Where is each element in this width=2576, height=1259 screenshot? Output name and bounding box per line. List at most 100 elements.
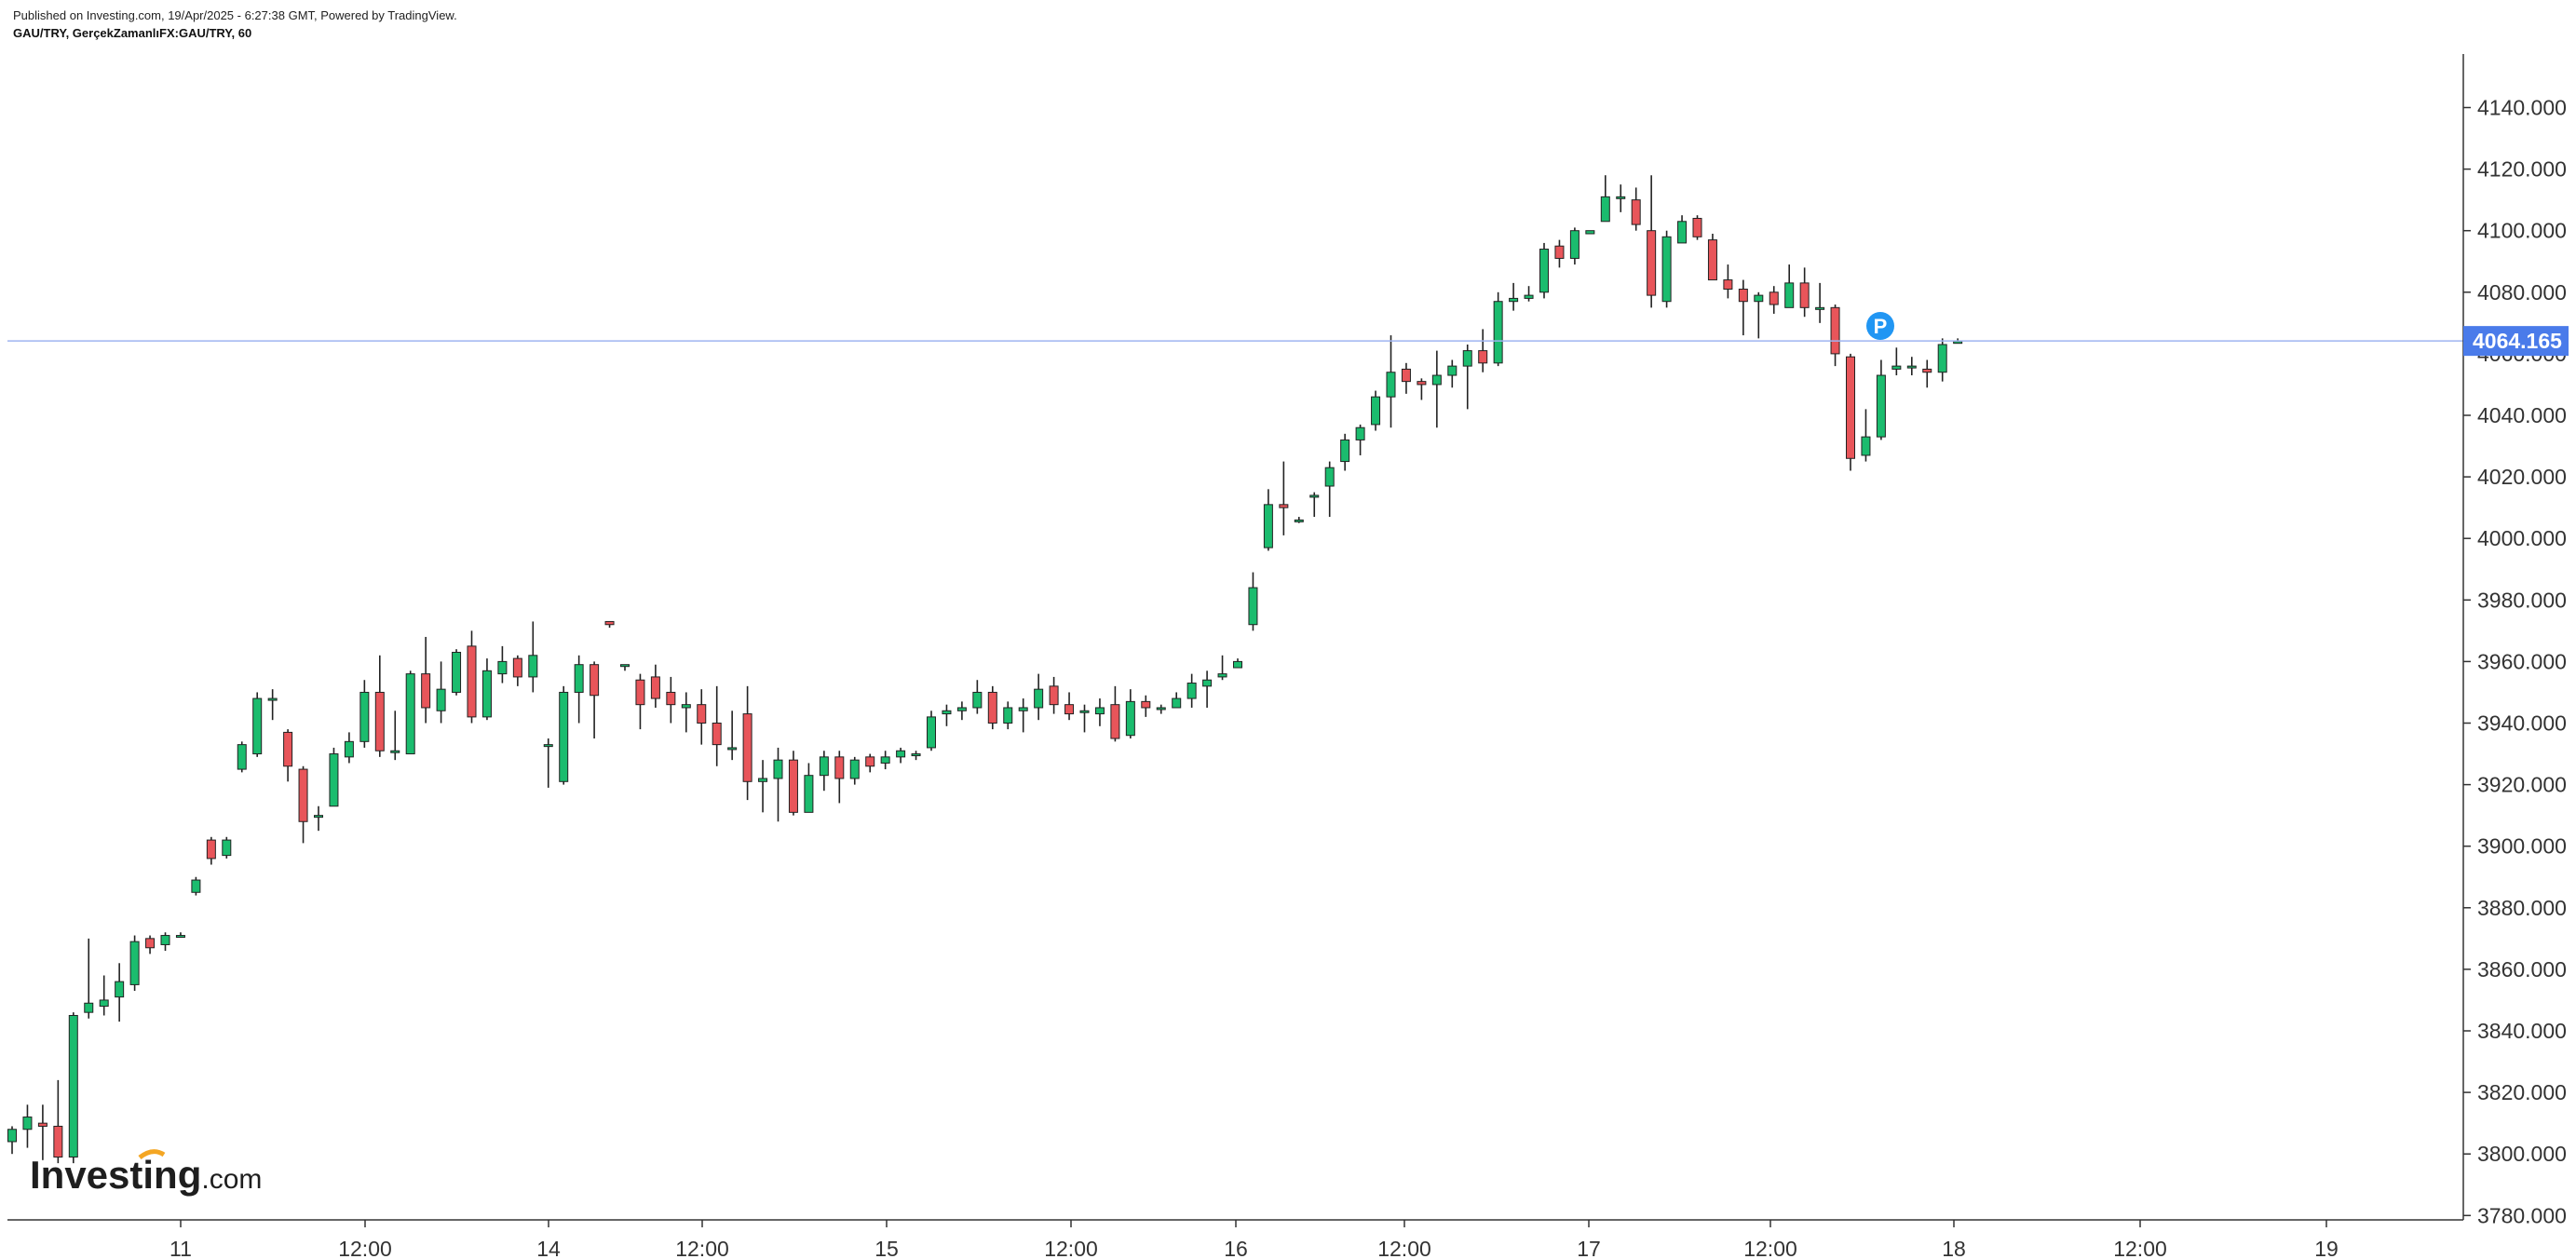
candle-body bbox=[1401, 368, 1411, 383]
candle bbox=[390, 711, 400, 761]
candle-body bbox=[329, 753, 339, 807]
candle-body bbox=[421, 673, 431, 709]
candle bbox=[956, 701, 967, 721]
candle bbox=[145, 935, 156, 954]
candle-body bbox=[467, 645, 477, 718]
candle-body bbox=[865, 756, 875, 767]
candle bbox=[1263, 489, 1273, 551]
candle-body bbox=[1018, 707, 1028, 711]
price-tick-label: 3780.000 bbox=[2477, 1203, 2567, 1227]
candle bbox=[1493, 291, 1503, 367]
candle-body bbox=[742, 713, 752, 782]
candle-body bbox=[1616, 196, 1626, 199]
candle bbox=[1922, 359, 1932, 388]
candle-body bbox=[1876, 374, 1886, 438]
candle-body bbox=[68, 1014, 78, 1158]
candle bbox=[436, 661, 446, 724]
candle-body bbox=[880, 756, 890, 764]
candle bbox=[834, 751, 845, 804]
candle-body bbox=[1953, 341, 1963, 345]
candle bbox=[712, 685, 722, 766]
candle-body bbox=[712, 723, 722, 746]
candle-body bbox=[849, 759, 860, 779]
symbol-label: GAU/TRY, GerçekZamanlıFX:GAU/TRY, 60 bbox=[13, 26, 252, 40]
price-tick-label: 3920.000 bbox=[2477, 773, 2567, 797]
candle-body bbox=[99, 999, 109, 1008]
candle bbox=[1125, 689, 1135, 739]
price-tick-label: 4000.000 bbox=[2477, 526, 2567, 550]
candle-body bbox=[1661, 236, 1672, 303]
time-tick-label: 16 bbox=[1224, 1237, 1248, 1259]
time-axis[interactable]: 11 12:00 14 12:00 15 12:00 16 12:00 17 12:00 18 12:… bbox=[7, 1219, 2463, 1259]
candle-body bbox=[896, 750, 906, 758]
candle-body bbox=[1233, 660, 1242, 669]
logo-swoosh-icon bbox=[138, 1149, 166, 1160]
candle bbox=[22, 1104, 33, 1148]
candle bbox=[359, 680, 370, 748]
candle-body bbox=[1631, 199, 1641, 225]
candle bbox=[374, 655, 385, 757]
candle bbox=[1217, 655, 1227, 681]
candle bbox=[191, 876, 201, 896]
price-tick-label: 4080.000 bbox=[2477, 280, 2567, 305]
candle-body bbox=[1386, 372, 1396, 398]
logo-suffix-text: .com bbox=[201, 1164, 262, 1195]
candle bbox=[635, 673, 645, 730]
candle bbox=[1049, 676, 1059, 714]
candle bbox=[1631, 187, 1641, 231]
price-tick-label: 3820.000 bbox=[2477, 1080, 2567, 1104]
candle-body bbox=[53, 1125, 63, 1158]
candle-body bbox=[7, 1129, 17, 1143]
candle bbox=[53, 1079, 63, 1164]
position-marker-icon[interactable]: P bbox=[1866, 312, 1894, 340]
time-tick-label: 12:00 bbox=[1377, 1237, 1431, 1259]
candle bbox=[896, 747, 906, 764]
time-tick-label: 18 bbox=[1942, 1237, 1966, 1259]
candle bbox=[1585, 230, 1595, 235]
candle-body bbox=[1478, 350, 1488, 364]
candle bbox=[559, 685, 569, 785]
candle-body bbox=[927, 716, 936, 749]
candle-body bbox=[620, 664, 630, 668]
candle bbox=[1937, 338, 1947, 382]
candle bbox=[129, 935, 140, 992]
candle-body bbox=[604, 620, 615, 626]
candle-body bbox=[267, 697, 278, 701]
time-tick-label: 12:00 bbox=[1044, 1237, 1098, 1259]
candle bbox=[1094, 698, 1105, 726]
candle-body bbox=[481, 670, 492, 718]
price-tick-label: 4140.000 bbox=[2477, 96, 2567, 120]
candle-body bbox=[1079, 710, 1090, 713]
candle-body bbox=[1784, 282, 1795, 308]
candle bbox=[237, 741, 247, 773]
candle bbox=[1447, 359, 1457, 388]
candle bbox=[1462, 344, 1472, 410]
candle bbox=[697, 689, 707, 745]
price-tick-label: 3940.000 bbox=[2477, 711, 2567, 736]
price-tick-label: 3980.000 bbox=[2477, 588, 2567, 612]
candle bbox=[987, 685, 997, 730]
candle bbox=[1769, 286, 1779, 314]
candle bbox=[1294, 517, 1304, 523]
candle bbox=[267, 689, 278, 721]
price-tick-label: 3880.000 bbox=[2477, 896, 2567, 920]
candle-body bbox=[1064, 704, 1075, 715]
candle-body bbox=[206, 839, 216, 860]
candle-body bbox=[788, 759, 798, 813]
candle bbox=[1172, 692, 1182, 709]
candle-body bbox=[1324, 467, 1335, 487]
candle-body bbox=[1279, 504, 1289, 508]
candle bbox=[650, 664, 660, 708]
candle-body bbox=[1263, 504, 1273, 548]
candle-body bbox=[145, 938, 156, 949]
candle bbox=[1141, 695, 1151, 717]
candle bbox=[742, 685, 752, 801]
candle-body bbox=[727, 747, 738, 751]
candle bbox=[1600, 175, 1610, 223]
candle bbox=[1891, 347, 1902, 376]
price-tick-label: 4120.000 bbox=[2477, 157, 2567, 182]
candle bbox=[927, 711, 936, 751]
price-axis[interactable]: 4140.0004120.0004100.0004080.0004060.000… bbox=[2462, 54, 2567, 1227]
candle bbox=[421, 636, 431, 724]
